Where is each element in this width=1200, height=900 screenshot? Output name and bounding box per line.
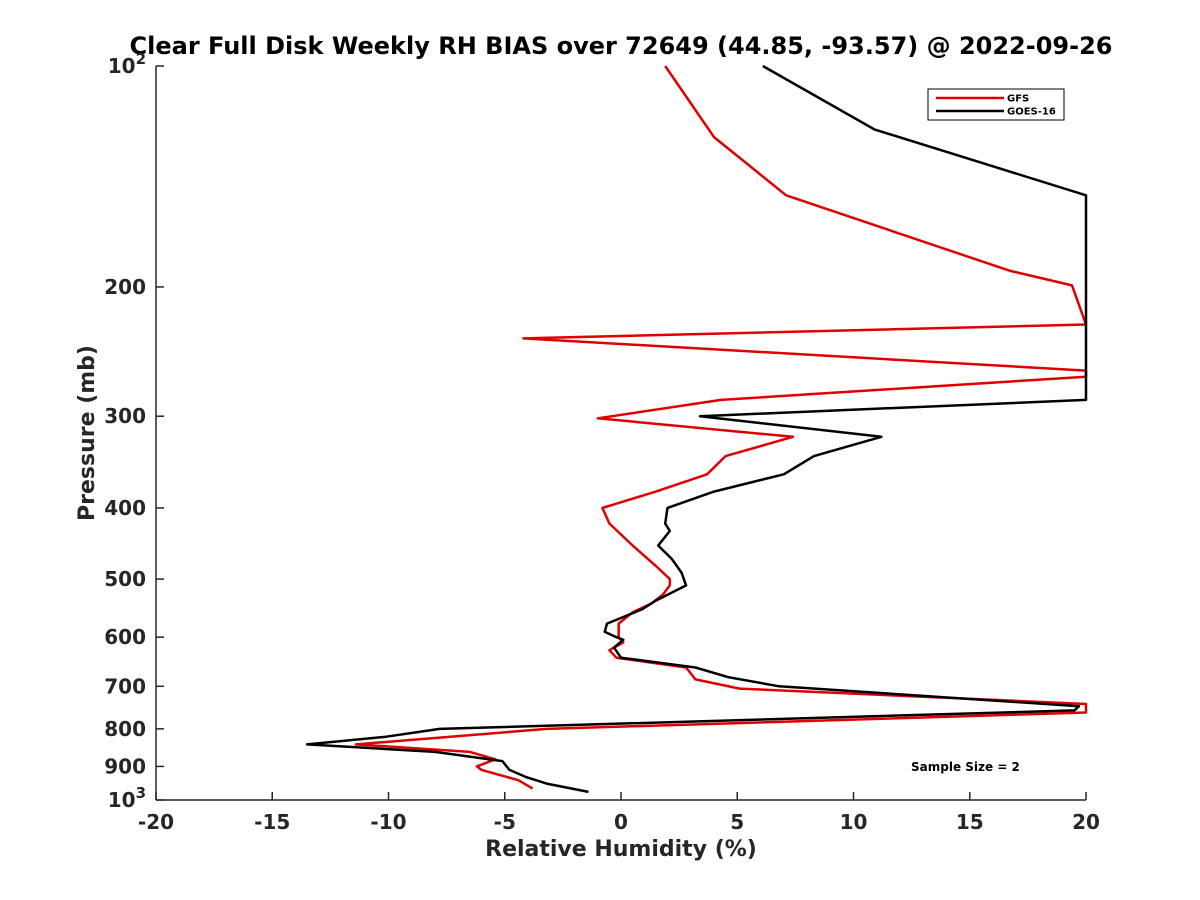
x-axis-label: Relative Humidity (%) xyxy=(485,837,757,862)
x-tick-label: 0 xyxy=(614,810,628,834)
y-tick-label: 900 xyxy=(104,754,146,778)
y-tick-label: 300 xyxy=(104,404,146,428)
x-tick-label: -20 xyxy=(138,810,174,834)
series-line-gfs xyxy=(354,65,1088,790)
x-tick-label: 10 xyxy=(840,810,868,834)
y-ticks: 102 200 300 400 500 600 700 800 900 103 xyxy=(104,50,164,812)
legend-box xyxy=(927,88,1065,121)
y-axis-label: Pressure (mb) xyxy=(75,345,100,521)
legend-label-gfs: GFS xyxy=(1007,94,1029,105)
x-tick-label: 5 xyxy=(730,810,744,834)
series-layer xyxy=(305,64,1088,794)
x-tick-label: -15 xyxy=(254,810,290,834)
y-tick-label: 400 xyxy=(104,496,146,520)
y-tick-label: 800 xyxy=(104,717,146,741)
legend: GFS GOES-16 xyxy=(927,88,1065,121)
x-tick-label: 15 xyxy=(956,810,984,834)
x-tick-label: 20 xyxy=(1072,810,1100,834)
sample-size-annotation: Sample Size = 2 xyxy=(911,760,1020,774)
y-tick-label: 500 xyxy=(104,567,146,591)
x-tick-label: -5 xyxy=(494,810,516,834)
series-line-goes-16 xyxy=(305,64,1088,794)
plot-area xyxy=(156,66,1086,800)
y-tick-label: 200 xyxy=(104,275,146,299)
chart-title: Clear Full Disk Weekly RH BIAS over 7264… xyxy=(130,32,1113,60)
y-tick-label: 102 xyxy=(108,50,146,78)
y-tick-label: 600 xyxy=(104,625,146,649)
x-tick-label: -10 xyxy=(370,810,406,834)
y-tick-label: 700 xyxy=(104,674,146,698)
y-tick-label: 103 xyxy=(108,784,146,812)
x-ticks: -20 -15 -10 -5 0 5 10 15 20 xyxy=(138,792,1100,834)
legend-label-goes16: GOES-16 xyxy=(1007,107,1056,118)
